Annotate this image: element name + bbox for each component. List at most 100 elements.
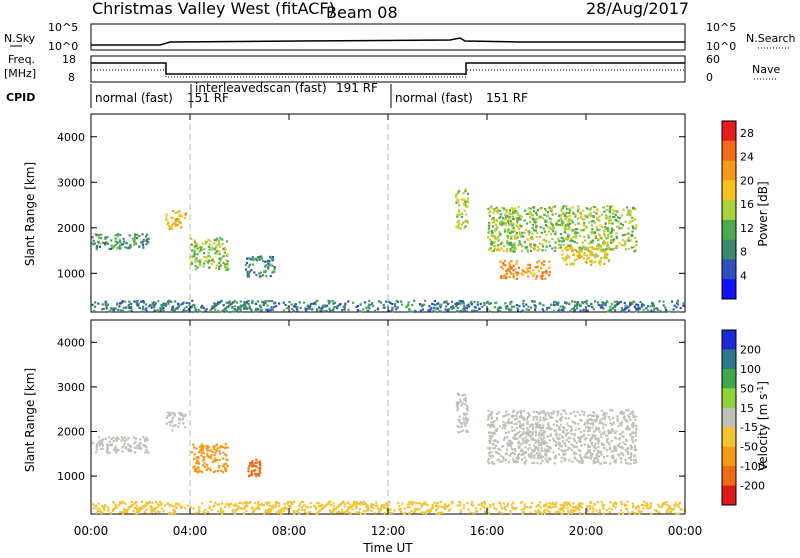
velocity-echo-cell (237, 506, 240, 509)
velocity-echo-cell (219, 446, 222, 449)
velocity-echo-cell (99, 439, 102, 442)
power-echo-cell (510, 249, 513, 252)
velocity-echo-cell (329, 510, 332, 513)
velocity-echo-cell (376, 504, 379, 507)
velocity-echo-cell (541, 434, 544, 437)
power-echo-cell (510, 308, 513, 311)
velocity-echo-cell (561, 416, 564, 419)
velocity-echo-cell (451, 502, 454, 505)
velocity-echo-cell (520, 458, 524, 461)
power-echo-cell (532, 229, 536, 232)
power-echo-cell (439, 304, 442, 307)
power-echo-cell (564, 231, 567, 234)
velocity-echo-cell (611, 456, 614, 459)
velocity-echo-cell (193, 465, 196, 468)
velocity-echo-cell (569, 510, 573, 513)
power-colorbar-segment (722, 140, 736, 162)
velocity-echo-cell (130, 503, 134, 506)
velocity-echo-cell (122, 501, 126, 504)
power-echo-cell (511, 215, 514, 218)
power-echo-cell (511, 224, 514, 227)
power-echo-cell (560, 214, 563, 217)
power-echo-cell (253, 271, 256, 274)
power-echo-cell (508, 217, 511, 220)
velocity-echo-cell (568, 502, 571, 505)
power-echo-cell (282, 301, 285, 304)
velocity-echo-cell (591, 443, 594, 446)
velocity-echo-cell (531, 462, 534, 465)
velocity-echo-cell (583, 429, 586, 432)
velocity-echo-cell (545, 442, 548, 445)
power-echo-cell (502, 262, 505, 265)
velocity-echo-cell (224, 470, 227, 473)
velocity-echo-cell (378, 508, 381, 511)
power-echo-cell (583, 218, 586, 221)
power-echo-cell (464, 190, 467, 193)
power-echo-cell (509, 220, 512, 223)
velocity-echo-cell (588, 449, 591, 452)
power-echo-cell (488, 225, 491, 228)
power-echo-cell (526, 250, 529, 253)
velocity-echo-cell (469, 511, 472, 514)
power-echo-cell (522, 302, 525, 305)
velocity-echo-cell (541, 431, 544, 435)
velocity-echo-cell (218, 450, 221, 453)
velocity-echo-cell (206, 447, 209, 450)
power-echo-cell (515, 277, 518, 280)
velocity-echo-cell (491, 421, 495, 424)
velocity-echo-cell (278, 505, 281, 508)
velocity-echo-cell (600, 436, 603, 439)
power-echo-cell (202, 265, 205, 268)
velocity-echo-cell (434, 504, 437, 507)
power-echo-cell (528, 263, 532, 266)
velocity-echo-cell (221, 502, 224, 505)
power-echo-cell (258, 275, 261, 278)
velocity-echo-cell (534, 415, 538, 418)
velocity-echo-cell (328, 509, 331, 512)
velocity-echo-cell (498, 460, 501, 463)
velocity-echo-cell (646, 503, 649, 507)
power-echo-cell (562, 243, 565, 247)
velocity-echo-cell (618, 437, 621, 440)
power-echo-cell (589, 214, 592, 217)
power-echo-cell (145, 243, 148, 246)
velocity-echo-cell (631, 436, 635, 439)
power-echo-cell (592, 231, 595, 234)
power-echo-cell (336, 305, 339, 308)
power-colorbar-tick-label: 12 (740, 222, 754, 235)
velocity-echo-cell (601, 443, 604, 446)
power-echo-cell (611, 239, 614, 242)
power-echo-cell (541, 261, 544, 264)
velocity-echo-cell (465, 407, 468, 411)
power-echo-cell (193, 239, 196, 242)
power-echo-cell (505, 277, 508, 280)
velocity-echo-cell (330, 511, 333, 514)
power-echo-cell (502, 263, 505, 266)
power-echo-cell (129, 243, 132, 246)
velocity-echo-cell (502, 415, 505, 418)
velocity-echo-cell (127, 437, 130, 440)
velocity-echo-cell (384, 506, 387, 509)
velocity-echo-cell (579, 455, 582, 458)
power-echo-cell (218, 265, 221, 268)
velocity-colorbar-segment (722, 368, 736, 389)
velocity-echo-cell (353, 501, 356, 504)
velocity-echo-cell (521, 442, 524, 445)
power-echo-cell (517, 266, 521, 269)
velocity-echo-cell (225, 468, 228, 471)
velocity-echo-cell (447, 509, 451, 512)
velocity-echo-cell (110, 437, 113, 440)
power-echo-cell (516, 214, 520, 217)
power-echo-cell (410, 310, 413, 313)
velocity-echo-cell (532, 415, 535, 419)
power-echo-cell (623, 233, 626, 237)
power-echo-cell (508, 215, 511, 218)
power-echo-cell (557, 219, 560, 222)
power-echo-cell (503, 244, 506, 248)
velocity-echo-cell (520, 508, 523, 511)
power-echo-cell (459, 300, 463, 303)
power-echo-cell (513, 237, 516, 240)
power-echo-cell (224, 265, 227, 268)
velocity-echo-cell (668, 505, 671, 508)
velocity-echo-cell (537, 424, 540, 427)
